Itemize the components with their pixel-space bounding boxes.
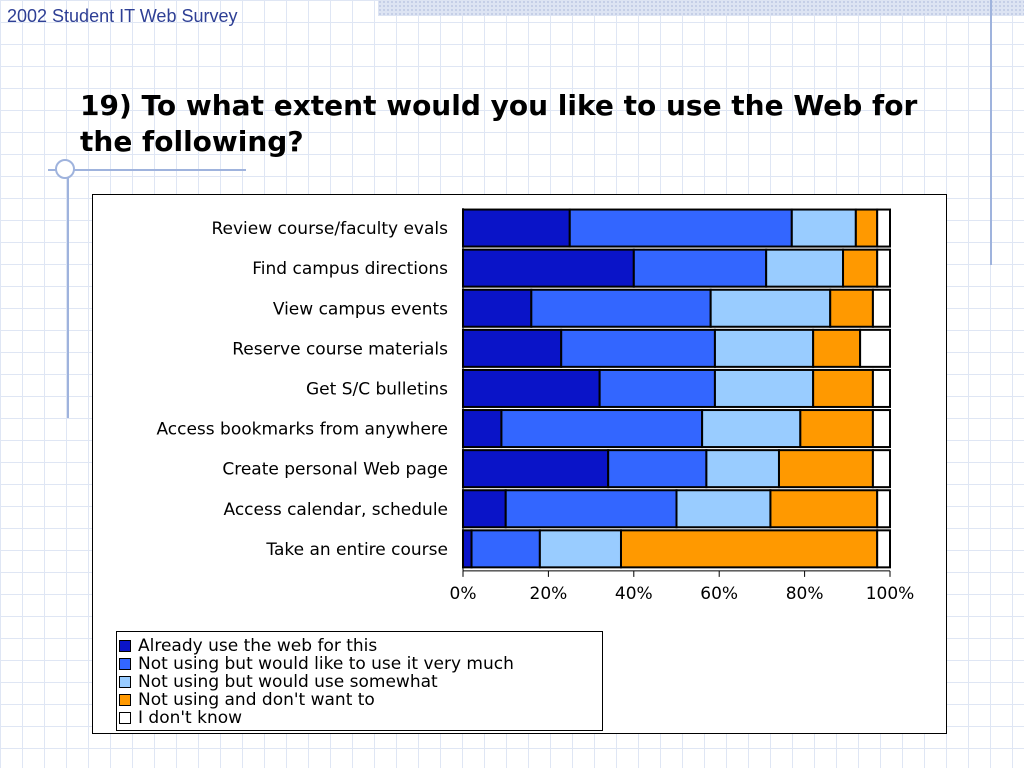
category-label: Review course/faculty evals <box>211 219 448 239</box>
legend-swatch <box>119 676 131 688</box>
decorative-circle <box>55 159 75 179</box>
bar-segment-1 <box>462 409 503 449</box>
x-tick-label: 100% <box>866 584 915 604</box>
bar-segment-1 <box>462 208 571 248</box>
bar-segment-5 <box>871 449 891 489</box>
decorative-vertical-line-left <box>67 160 69 418</box>
bar-segment-4 <box>842 248 879 288</box>
legend-swatch <box>119 640 131 652</box>
x-tick-label: 20% <box>530 584 568 604</box>
category-label: View campus events <box>273 299 448 319</box>
bar-segment-5 <box>876 489 892 529</box>
chart-legend: Already use the web for this Not using bu… <box>116 631 603 731</box>
bar-segment-3 <box>538 529 622 569</box>
bar-segment-5 <box>876 248 892 288</box>
legend-swatch <box>119 658 131 670</box>
category-label: Access calendar, schedule <box>223 500 448 520</box>
bar-segment-4 <box>854 208 879 248</box>
bar-segment-1 <box>462 288 533 328</box>
slide-title: 19) To what extent would you like to use… <box>80 89 918 158</box>
legend-item: Not using but would use somewhat <box>119 672 438 692</box>
bar-segment-5 <box>871 409 891 449</box>
legend-label: Not using but would like to use it very … <box>138 654 514 674</box>
bar-segment-4 <box>619 529 879 569</box>
bar-segment-1 <box>462 529 473 569</box>
bar-segment-1 <box>462 449 610 489</box>
bar-segment-2 <box>632 248 768 288</box>
bar-segment-2 <box>504 489 678 529</box>
legend-swatch <box>119 712 131 724</box>
bar-segment-2 <box>560 328 716 368</box>
bar-segment-4 <box>812 328 862 368</box>
bar-segment-3 <box>701 409 802 449</box>
bar-segment-2 <box>598 368 716 408</box>
bar-segment-5 <box>871 288 891 328</box>
bar-segment-2 <box>470 529 541 569</box>
bar-segment-5 <box>859 328 891 368</box>
category-label: Reserve course materials <box>232 339 448 359</box>
bar-segment-3 <box>709 288 832 328</box>
bar-segment-1 <box>462 328 563 368</box>
bar-segment-3 <box>675 489 772 529</box>
category-label: Find campus directions <box>252 259 448 279</box>
bar-segment-5 <box>876 208 892 248</box>
legend-swatch <box>119 694 131 706</box>
legend-label: I don't know <box>138 708 243 728</box>
x-tick-label: 40% <box>615 584 653 604</box>
category-label: Create personal Web page <box>222 460 448 480</box>
bar-segment-2 <box>500 409 704 449</box>
legend-label: Already use the web for this <box>138 636 378 656</box>
bar-segment-3 <box>713 368 815 408</box>
legend-label: Not using but would use somewhat <box>138 672 438 692</box>
header-decoration-band <box>378 0 1024 16</box>
decorative-horizontal-line <box>48 169 246 171</box>
x-tick-label: 60% <box>700 584 738 604</box>
bar-segment-3 <box>765 248 845 288</box>
bar-segment-1 <box>462 368 601 408</box>
x-tick-label: 0% <box>450 584 477 604</box>
bar-segment-2 <box>607 449 708 489</box>
bar-segment-3 <box>705 449 780 489</box>
bar-segment-3 <box>790 208 857 248</box>
category-label: Access bookmarks from anywhere <box>156 420 448 440</box>
legend-item: Already use the web for this <box>119 636 378 656</box>
legend-item: I don't know <box>119 708 243 728</box>
category-label: Take an entire course <box>265 540 448 560</box>
category-label: Get S/C bulletins <box>306 379 448 399</box>
bar-segment-4 <box>812 368 874 408</box>
decorative-vertical-line-right <box>990 0 992 265</box>
legend-item: Not using but would like to use it very … <box>119 654 514 674</box>
legend-item: Not using and don't want to <box>119 690 375 710</box>
x-tick-label: 80% <box>786 584 824 604</box>
bar-segment-1 <box>462 248 635 288</box>
bar-segment-2 <box>530 288 712 328</box>
legend-label: Not using and don't want to <box>138 690 375 710</box>
bar-segment-1 <box>462 489 507 529</box>
bar-segment-5 <box>876 529 892 569</box>
survey-header-title: 2002 Student IT Web Survey <box>7 6 238 26</box>
bar-segment-4 <box>777 449 874 489</box>
bar-segment-5 <box>871 368 891 408</box>
bar-segment-4 <box>829 288 874 328</box>
bar-segment-4 <box>799 409 874 449</box>
bar-segment-3 <box>713 328 815 368</box>
bar-segment-4 <box>769 489 879 529</box>
bar-segment-2 <box>568 208 793 248</box>
